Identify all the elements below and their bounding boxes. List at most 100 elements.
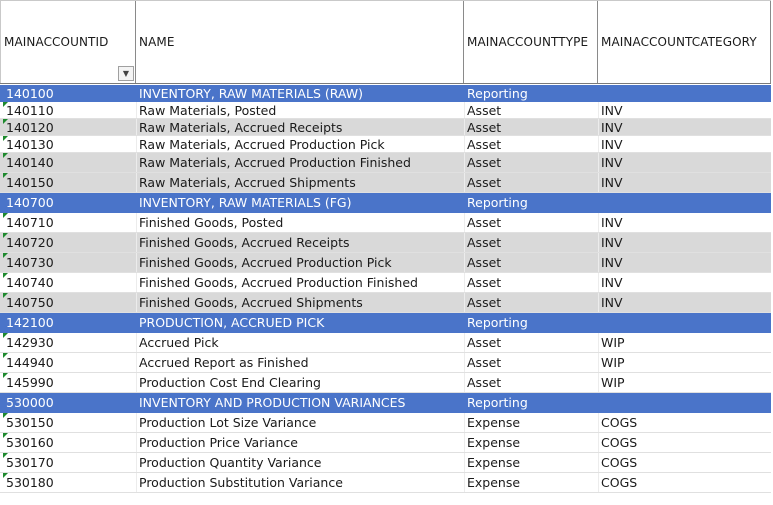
table-row[interactable]: 140730 Finished Goods, Accrued Production… <box>0 253 771 273</box>
cell-mainaccountcategory[interactable]: INV <box>601 215 623 230</box>
cell-name[interactable]: Raw Materials, Accrued Production Pick <box>139 136 385 152</box>
cell-mainaccounttype[interactable]: Asset <box>467 375 502 390</box>
cell-mainaccounttype[interactable]: Asset <box>467 136 502 152</box>
cell-name[interactable]: Production Substitution Variance <box>139 475 343 490</box>
table-row[interactable]: 530180 Production Substitution Variance Ex… <box>0 473 771 493</box>
cell-mainaccountcategory[interactable]: WIP <box>601 355 625 370</box>
cell-mainaccountid[interactable]: 140700 <box>6 195 54 210</box>
cell-name[interactable]: Raw Materials, Accrued Shipments <box>139 175 356 190</box>
cell-name[interactable]: Accrued Report as Finished <box>139 355 309 370</box>
cell-mainaccountid[interactable]: 140710 <box>6 215 54 230</box>
group-row[interactable]: 140100 INVENTORY, RAW MATERIALS (RAW) Repo… <box>0 85 771 102</box>
cell-name[interactable]: PRODUCTION, ACCRUED PICK <box>139 315 325 330</box>
cell-name[interactable]: Finished Goods, Accrued Shipments <box>139 295 363 310</box>
cell-mainaccountid[interactable]: 530000 <box>6 395 54 410</box>
cell-mainaccountcategory[interactable]: INV <box>601 155 623 170</box>
cell-name[interactable]: Finished Goods, Accrued Production Finis… <box>139 275 418 290</box>
cell-mainaccountcategory[interactable]: COGS <box>601 435 638 450</box>
cell-mainaccounttype[interactable]: Asset <box>467 295 502 310</box>
cell-name[interactable]: INVENTORY, RAW MATERIALS (RAW) <box>139 85 364 101</box>
table-row[interactable]: 140740 Finished Goods, Accrued Production… <box>0 273 771 293</box>
cell-mainaccounttype[interactable]: Expense <box>467 455 521 470</box>
column-header-name[interactable]: NAME <box>136 1 464 83</box>
cell-mainaccountcategory[interactable]: INV <box>601 136 623 152</box>
cell-mainaccounttype[interactable]: Reporting <box>467 395 528 410</box>
table-row[interactable]: 140130 Raw Materials, Accrued Production … <box>0 136 771 153</box>
cell-mainaccountid[interactable]: 145990 <box>6 375 54 390</box>
cell-mainaccountid[interactable]: 140130 <box>6 136 54 152</box>
cell-name[interactable]: Finished Goods, Accrued Production Pick <box>139 255 392 270</box>
cell-name[interactable]: INVENTORY AND PRODUCTION VARIANCES <box>139 395 406 410</box>
cell-mainaccountid[interactable]: 530150 <box>6 415 54 430</box>
cell-name[interactable]: Production Quantity Variance <box>139 455 322 470</box>
cell-mainaccountcategory[interactable]: WIP <box>601 335 625 350</box>
cell-name[interactable]: Finished Goods, Accrued Receipts <box>139 235 350 250</box>
table-row[interactable]: 530170 Production Quantity Variance Expens… <box>0 453 771 473</box>
cell-name[interactable]: Finished Goods, Posted <box>139 215 284 230</box>
cell-mainaccountcategory[interactable]: INV <box>601 275 623 290</box>
cell-mainaccountid[interactable]: 140120 <box>6 119 54 135</box>
cell-mainaccountid[interactable]: 140150 <box>6 175 54 190</box>
table-row[interactable]: 140140 Raw Materials, Accrued Production … <box>0 153 771 173</box>
cell-mainaccountid[interactable]: 140720 <box>6 235 54 250</box>
cell-mainaccountcategory[interactable] <box>598 85 771 101</box>
table-row[interactable]: 140710 Finished Goods, Posted Asset INV <box>0 213 771 233</box>
cell-name[interactable]: INVENTORY, RAW MATERIALS (FG) <box>139 195 352 210</box>
table-row[interactable]: 140110 Raw Materials, Posted Asset INV <box>0 102 771 119</box>
cell-mainaccountid[interactable]: 140140 <box>6 155 54 170</box>
cell-mainaccounttype[interactable]: Expense <box>467 475 521 490</box>
cell-mainaccounttype[interactable]: Reporting <box>467 195 528 210</box>
table-row[interactable]: 140750 Finished Goods, Accrued Shipments A… <box>0 293 771 313</box>
cell-mainaccountid[interactable]: 140730 <box>6 255 54 270</box>
cell-mainaccountid[interactable]: 140110 <box>6 102 54 118</box>
cell-mainaccountcategory[interactable]: INV <box>601 175 623 190</box>
cell-mainaccountid[interactable]: 530170 <box>6 455 54 470</box>
cell-mainaccountid[interactable]: 140750 <box>6 295 54 310</box>
cell-mainaccounttype[interactable]: Asset <box>467 275 502 290</box>
cell-mainaccounttype[interactable]: Reporting <box>467 315 528 330</box>
cell-mainaccounttype[interactable]: Asset <box>467 215 502 230</box>
table-row[interactable]: 140120 Raw Materials, Accrued Receipts Ass… <box>0 119 771 136</box>
cell-mainaccountid[interactable]: 140100 <box>6 85 54 101</box>
cell-mainaccountcategory[interactable]: INV <box>601 255 623 270</box>
group-row[interactable]: 142100 PRODUCTION, ACCRUED PICK Reporting <box>0 313 771 333</box>
cell-mainaccountid[interactable]: 142100 <box>6 315 54 330</box>
table-row[interactable]: 530150 Production Lot Size Variance Expens… <box>0 413 771 433</box>
cell-mainaccountcategory[interactable] <box>598 193 771 212</box>
table-row[interactable]: 145990 Production Cost End Clearing Asset W… <box>0 373 771 393</box>
column-header-mainaccountid[interactable]: MAINACCOUNTID <box>0 1 136 83</box>
cell-name[interactable]: Production Lot Size Variance <box>139 415 317 430</box>
cell-mainaccounttype[interactable]: Asset <box>467 155 502 170</box>
cell-mainaccountcategory[interactable]: WIP <box>601 375 625 390</box>
group-row[interactable]: 140700 INVENTORY, RAW MATERIALS (FG) Repor… <box>0 193 771 213</box>
cell-mainaccounttype[interactable]: Asset <box>467 255 502 270</box>
cell-mainaccounttype[interactable]: Asset <box>467 175 502 190</box>
cell-mainaccountid[interactable]: 140740 <box>6 275 54 290</box>
cell-mainaccountcategory[interactable] <box>598 313 771 332</box>
cell-mainaccounttype[interactable]: Asset <box>467 119 502 135</box>
cell-mainaccountcategory[interactable]: INV <box>601 295 623 310</box>
cell-mainaccountcategory[interactable]: INV <box>601 235 623 250</box>
cell-mainaccountid[interactable]: 144940 <box>6 355 54 370</box>
table-row[interactable]: 530160 Production Price Variance Expense CO… <box>0 433 771 453</box>
cell-mainaccounttype[interactable]: Asset <box>467 102 502 118</box>
cell-mainaccountid[interactable]: 530160 <box>6 435 54 450</box>
table-row[interactable]: 144940 Accrued Report as Finished Asset WIP <box>0 353 771 373</box>
cell-mainaccounttype[interactable]: Asset <box>467 335 502 350</box>
cell-mainaccountid[interactable]: 142930 <box>6 335 54 350</box>
column-header-mainaccountcategory[interactable]: MAINACCOUNTCATEGORY <box>598 1 771 83</box>
cell-mainaccountcategory[interactable]: COGS <box>601 475 638 490</box>
group-row[interactable]: 530000 INVENTORY AND PRODUCTION VARIANCES… <box>0 393 771 413</box>
cell-mainaccountcategory[interactable]: COGS <box>601 415 638 430</box>
cell-mainaccounttype[interactable]: Expense <box>467 415 521 430</box>
cell-name[interactable]: Raw Materials, Accrued Receipts <box>139 119 343 135</box>
cell-mainaccountcategory[interactable] <box>598 393 771 412</box>
column-header-mainaccounttype[interactable]: MAINACCOUNTTYPE <box>464 1 598 83</box>
cell-name[interactable]: Raw Materials, Posted <box>139 102 277 118</box>
cell-mainaccountcategory[interactable]: COGS <box>601 455 638 470</box>
cell-name[interactable]: Production Cost End Clearing <box>139 375 321 390</box>
cell-name[interactable]: Production Price Variance <box>139 435 298 450</box>
table-row[interactable]: 142930 Accrued Pick Asset WIP <box>0 333 771 353</box>
cell-mainaccounttype[interactable]: Expense <box>467 435 521 450</box>
cell-name[interactable]: Raw Materials, Accrued Production Finish… <box>139 155 411 170</box>
